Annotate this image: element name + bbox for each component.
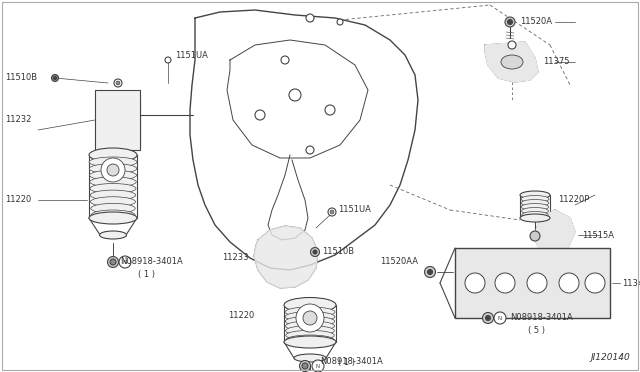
- Ellipse shape: [285, 321, 335, 331]
- Circle shape: [255, 110, 265, 120]
- Ellipse shape: [284, 336, 336, 348]
- Ellipse shape: [501, 55, 523, 69]
- Circle shape: [114, 79, 122, 87]
- Text: ( 5 ): ( 5 ): [528, 326, 545, 334]
- Ellipse shape: [521, 199, 548, 206]
- Text: 11375: 11375: [543, 58, 570, 67]
- Ellipse shape: [89, 212, 137, 224]
- Text: 11232: 11232: [5, 115, 31, 125]
- Circle shape: [465, 273, 485, 293]
- Circle shape: [494, 312, 506, 324]
- Text: ( 1 ): ( 1 ): [338, 357, 355, 366]
- Ellipse shape: [522, 203, 548, 211]
- Text: N08918-3401A: N08918-3401A: [120, 257, 183, 266]
- Text: N: N: [123, 260, 127, 264]
- Ellipse shape: [285, 330, 334, 340]
- Ellipse shape: [90, 197, 136, 207]
- Circle shape: [330, 210, 334, 214]
- Text: 11520A: 11520A: [520, 17, 552, 26]
- Bar: [455, 248, 610, 318]
- Ellipse shape: [90, 190, 136, 200]
- Ellipse shape: [522, 208, 548, 215]
- Text: 11220P: 11220P: [558, 196, 589, 205]
- Circle shape: [559, 273, 579, 293]
- Ellipse shape: [89, 157, 137, 167]
- Ellipse shape: [520, 214, 550, 222]
- Text: 11510B: 11510B: [322, 247, 354, 257]
- Circle shape: [101, 158, 125, 182]
- Circle shape: [165, 57, 171, 63]
- Text: N08918-3401A: N08918-3401A: [320, 357, 383, 366]
- Polygon shape: [254, 226, 318, 288]
- Text: 1151UA: 1151UA: [338, 205, 371, 215]
- Text: 11220: 11220: [5, 196, 31, 205]
- Circle shape: [312, 360, 324, 372]
- Circle shape: [310, 247, 319, 257]
- Circle shape: [486, 315, 490, 321]
- Circle shape: [328, 208, 336, 216]
- Circle shape: [527, 273, 547, 293]
- Circle shape: [428, 269, 433, 275]
- Ellipse shape: [285, 307, 335, 317]
- Circle shape: [337, 19, 343, 25]
- Circle shape: [306, 14, 314, 22]
- Text: N: N: [498, 315, 502, 321]
- Ellipse shape: [285, 316, 335, 326]
- Circle shape: [508, 19, 513, 25]
- Text: N: N: [316, 363, 320, 369]
- Circle shape: [108, 257, 118, 267]
- Circle shape: [530, 231, 540, 241]
- Circle shape: [303, 311, 317, 325]
- Circle shape: [289, 89, 301, 101]
- Text: 11520AA: 11520AA: [380, 257, 418, 266]
- Circle shape: [325, 105, 335, 115]
- Bar: [95, 90, 140, 150]
- Text: N08918-3401A: N08918-3401A: [510, 314, 573, 323]
- Circle shape: [508, 41, 516, 49]
- Ellipse shape: [286, 335, 334, 345]
- Text: ( 1 ): ( 1 ): [138, 269, 155, 279]
- Polygon shape: [485, 42, 538, 82]
- Circle shape: [313, 250, 317, 254]
- Text: JI120140: JI120140: [590, 353, 630, 362]
- Ellipse shape: [520, 191, 550, 199]
- Circle shape: [296, 304, 324, 332]
- Ellipse shape: [90, 170, 136, 180]
- Circle shape: [505, 17, 515, 27]
- Ellipse shape: [91, 203, 135, 214]
- Ellipse shape: [89, 148, 137, 162]
- Circle shape: [483, 312, 493, 324]
- Circle shape: [424, 266, 435, 278]
- Text: 11233: 11233: [222, 253, 248, 263]
- Ellipse shape: [284, 298, 336, 312]
- Polygon shape: [534, 210, 575, 254]
- Ellipse shape: [99, 231, 127, 239]
- Text: 11220: 11220: [228, 311, 254, 320]
- Circle shape: [306, 146, 314, 154]
- Ellipse shape: [90, 177, 136, 187]
- Ellipse shape: [90, 183, 136, 193]
- Circle shape: [51, 74, 58, 81]
- Circle shape: [54, 77, 56, 80]
- Circle shape: [110, 259, 116, 265]
- Circle shape: [495, 273, 515, 293]
- Text: 1151UA: 1151UA: [175, 51, 208, 60]
- Text: 11515A: 11515A: [582, 231, 614, 240]
- Ellipse shape: [91, 210, 135, 220]
- Text: 11340: 11340: [622, 279, 640, 288]
- Ellipse shape: [89, 164, 137, 174]
- Circle shape: [585, 273, 605, 293]
- Circle shape: [302, 363, 308, 369]
- Circle shape: [116, 81, 120, 85]
- Ellipse shape: [294, 354, 326, 362]
- Circle shape: [119, 256, 131, 268]
- Circle shape: [281, 56, 289, 64]
- Text: 11510B: 11510B: [5, 74, 37, 83]
- Ellipse shape: [285, 312, 335, 322]
- Circle shape: [300, 360, 310, 372]
- Ellipse shape: [522, 212, 548, 218]
- Circle shape: [107, 164, 119, 176]
- Ellipse shape: [521, 196, 549, 202]
- Ellipse shape: [285, 326, 334, 336]
